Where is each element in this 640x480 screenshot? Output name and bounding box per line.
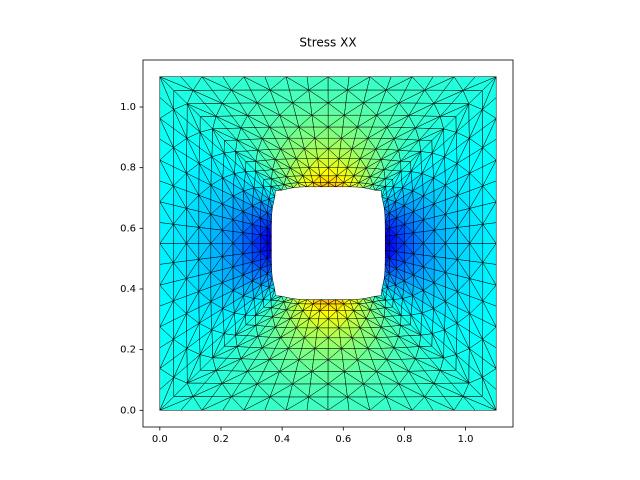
mesh-triangle	[424, 396, 455, 411]
mesh-triangle	[482, 118, 497, 149]
mesh-triangle	[159, 138, 174, 161]
mesh-triangle	[481, 368, 497, 391]
mesh-triangle	[411, 76, 434, 91]
mesh-triangle	[159, 262, 174, 287]
mesh-triangle	[159, 96, 175, 119]
y-tick-label: 0.6	[120, 223, 136, 234]
x-tick-label: 0.8	[396, 434, 412, 445]
mesh-triangle	[159, 338, 174, 369]
mesh-triangle	[159, 222, 174, 245]
y-tick-label: 0.0	[120, 405, 136, 416]
mesh-triangle	[159, 180, 174, 203]
mesh-triangle	[264, 396, 287, 411]
mesh-triangle	[243, 76, 271, 91]
mesh-triangle	[306, 396, 329, 411]
y-tick-label: 1.0	[120, 102, 136, 113]
mesh-triangle	[347, 396, 371, 411]
y-tick-label: 0.8	[120, 163, 136, 174]
x-tick-label: 0.2	[213, 434, 229, 445]
x-tick-label: 0.4	[274, 434, 290, 445]
chart-title: Stress XX	[299, 36, 356, 50]
mesh-triangle	[327, 76, 350, 91]
x-tick-label: 1.0	[458, 434, 474, 445]
mesh-triangle	[180, 396, 203, 411]
mesh-triangle	[222, 396, 245, 411]
mesh-triangle	[385, 396, 413, 411]
y-tick-label: 0.2	[120, 345, 136, 356]
x-tick-label: 0.6	[335, 434, 351, 445]
mesh-triangle	[201, 76, 233, 91]
mesh-triangle	[159, 377, 174, 411]
mesh-triangle	[462, 396, 497, 411]
mesh-triangle	[159, 300, 174, 328]
mesh-triangle	[482, 76, 497, 110]
x-tick-label: 0.0	[152, 434, 168, 445]
mesh-triangle	[369, 76, 392, 91]
mesh-triangle	[482, 284, 497, 307]
mesh-triangle	[482, 159, 497, 187]
mesh-triangle	[482, 242, 497, 265]
mesh-triangle	[482, 200, 497, 225]
y-tick-label: 0.4	[120, 284, 136, 295]
mesh-triangle	[482, 326, 497, 349]
axes-frame	[142, 59, 514, 428]
mesh-triangle	[285, 76, 310, 91]
mesh-triangle	[159, 76, 194, 91]
mesh-triangle	[453, 76, 476, 91]
